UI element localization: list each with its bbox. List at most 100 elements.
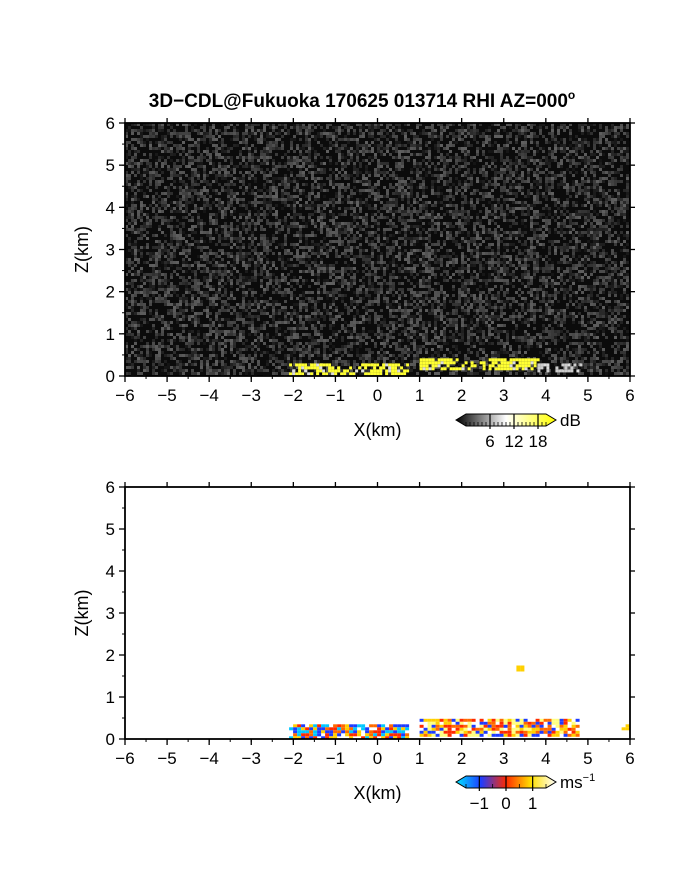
noise-cell <box>434 180 437 183</box>
noise-cell <box>293 150 296 153</box>
noise-cell <box>284 237 287 240</box>
noise-cell <box>461 129 464 132</box>
noise-cell <box>302 171 305 174</box>
noise-cell <box>455 192 458 195</box>
noise-cell <box>227 165 230 168</box>
noise-cell <box>503 279 506 282</box>
noise-cell <box>170 255 173 258</box>
noise-cell <box>299 240 302 243</box>
noise-cell <box>215 219 218 222</box>
noise-cell <box>209 171 212 174</box>
noise-cell <box>497 264 500 267</box>
noise-cell <box>347 186 350 189</box>
noise-cell <box>458 273 461 276</box>
noise-cell <box>290 243 293 246</box>
noise-cell <box>134 255 137 258</box>
noise-cell <box>464 201 467 204</box>
noise-cell <box>203 174 206 177</box>
noise-cell <box>362 219 365 222</box>
noise-cell <box>272 147 275 150</box>
noise-cell <box>497 237 500 240</box>
noise-cell <box>245 213 248 216</box>
noise-cell <box>311 243 314 246</box>
noise-cell <box>563 150 566 153</box>
noise-cell <box>254 129 257 132</box>
noise-cell <box>176 243 179 246</box>
noise-cell <box>191 129 194 132</box>
noise-cell <box>572 189 575 192</box>
noise-cell <box>308 126 311 129</box>
noise-cell <box>446 174 449 177</box>
noise-cell <box>272 213 275 216</box>
noise-cell <box>284 174 287 177</box>
noise-cell <box>407 150 410 153</box>
noise-cell <box>209 216 212 219</box>
noise-cell <box>428 255 431 258</box>
noise-cell <box>572 174 575 177</box>
noise-cell <box>347 195 350 198</box>
noise-cell <box>395 225 398 228</box>
noise-cell <box>128 237 131 240</box>
noise-cell <box>128 216 131 219</box>
noise-cell <box>356 231 359 234</box>
noise-cell <box>284 216 287 219</box>
noise-cell <box>248 153 251 156</box>
noise-cell <box>227 192 230 195</box>
noise-cell <box>143 135 146 138</box>
noise-cell <box>536 144 539 147</box>
noise-cell <box>155 240 158 243</box>
noise-cell <box>203 252 206 255</box>
noise-cell <box>557 129 560 132</box>
noise-cell <box>581 243 584 246</box>
noise-cell <box>593 234 596 237</box>
noise-cell <box>542 147 545 150</box>
noise-cell <box>548 165 551 168</box>
noise-cell <box>440 216 443 219</box>
noise-cell <box>377 228 380 231</box>
noise-cell <box>278 165 281 168</box>
noise-cell <box>593 198 596 201</box>
noise-cell <box>380 276 383 279</box>
noise-cell <box>326 201 329 204</box>
noise-cell <box>482 183 485 186</box>
noise-cell <box>479 243 482 246</box>
noise-cell <box>614 255 617 258</box>
noise-cell <box>230 213 233 216</box>
noise-cell <box>599 210 602 213</box>
noise-cell <box>473 264 476 267</box>
noise-cell <box>392 261 395 264</box>
noise-cell <box>236 252 239 255</box>
noise-cell <box>446 180 449 183</box>
noise-cell <box>221 156 224 159</box>
noise-cell <box>287 264 290 267</box>
noise-cell <box>563 207 566 210</box>
noise-cell <box>206 198 209 201</box>
noise-cell <box>347 264 350 267</box>
noise-cell <box>200 189 203 192</box>
noise-cell <box>179 204 182 207</box>
noise-cell <box>527 252 530 255</box>
noise-cell <box>179 174 182 177</box>
noise-cell <box>125 141 128 144</box>
noise-cell <box>518 123 521 126</box>
noise-cell <box>233 177 236 180</box>
noise-cell <box>209 141 212 144</box>
noise-cell <box>566 186 569 189</box>
noise-cell <box>176 246 179 249</box>
noise-cell <box>299 165 302 168</box>
noise-cell <box>548 171 551 174</box>
noise-cell <box>134 279 137 282</box>
noise-cell <box>398 153 401 156</box>
noise-cell <box>317 255 320 258</box>
noise-cell <box>533 162 536 165</box>
noise-cell <box>137 261 140 264</box>
noise-cell <box>350 252 353 255</box>
noise-cell <box>584 216 587 219</box>
noise-cell <box>293 159 296 162</box>
noise-cell <box>494 270 497 273</box>
noise-cell <box>596 198 599 201</box>
noise-cell <box>155 273 158 276</box>
noise-cell <box>422 201 425 204</box>
noise-cell <box>293 276 296 279</box>
noise-cell <box>131 147 134 150</box>
